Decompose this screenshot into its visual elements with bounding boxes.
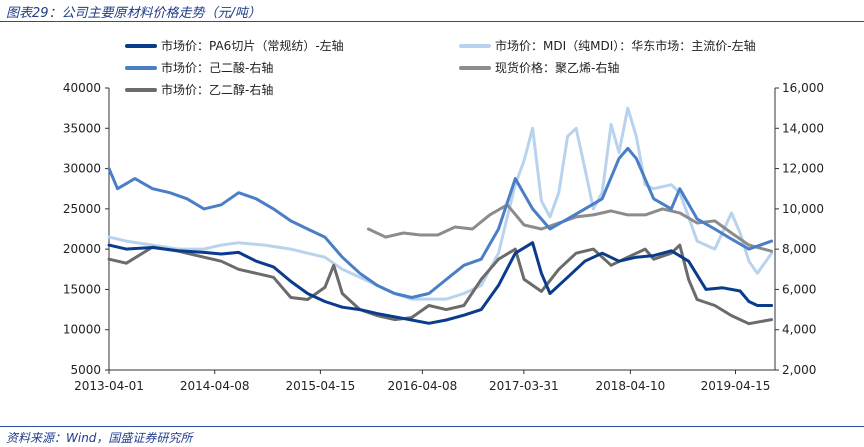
left-tick-label: 15000 bbox=[63, 282, 101, 296]
right-tick-label: 6,000 bbox=[782, 282, 816, 296]
left-tick-label: 40000 bbox=[63, 81, 101, 95]
series-line-2 bbox=[107, 146, 774, 299]
right-tick-label: 16,000 bbox=[782, 81, 824, 95]
x-tick-label: 2017-03-31 bbox=[489, 379, 559, 393]
x-tick-label: 2015-04-15 bbox=[286, 379, 356, 393]
axes: 5000 10000 15000 20000 25000 30000 35000 40000 2… bbox=[63, 81, 824, 393]
right-tick-label: 4,000 bbox=[782, 323, 816, 337]
left-tick-label: 25000 bbox=[63, 202, 101, 216]
figure-title: 图表29：公司主要原材料价格走势（元/吨） bbox=[6, 6, 261, 21]
left-tick-label: 30000 bbox=[63, 162, 101, 176]
left-tick-label: 5000 bbox=[70, 363, 101, 377]
left-tick-label: 20000 bbox=[63, 242, 101, 256]
x-tick-label: 2014-04-08 bbox=[180, 379, 250, 393]
legend-label-1: 市场价：MDI（纯MDI）：华东市场：主流价-左轴 bbox=[495, 38, 756, 53]
right-tick-label: 8,000 bbox=[782, 242, 816, 256]
series-line-0 bbox=[107, 241, 774, 325]
legend: 市场价：PA6切片（常规纺）-左轴 市场价：MDI（纯MDI）：华东市场：主流价-… bbox=[125, 38, 756, 97]
x-tick-label: 2016-04-08 bbox=[388, 379, 458, 393]
series-line-1 bbox=[107, 106, 774, 301]
source-note: 资料来源：Wind，国盛证券研究所 bbox=[6, 431, 193, 445]
source-divider bbox=[0, 426, 864, 427]
right-tick-label: 10,000 bbox=[782, 202, 824, 216]
legend-label-3: 现货价格：聚乙烯-右轴 bbox=[495, 60, 619, 75]
title-divider bbox=[0, 21, 864, 22]
legend-label-2: 市场价：己二酸-右轴 bbox=[161, 60, 273, 75]
x-tick-label: 2019-04-15 bbox=[701, 379, 771, 393]
legend-label-0: 市场价：PA6切片（常规纺）-左轴 bbox=[161, 38, 344, 53]
x-tick-label: 2013-04-01 bbox=[74, 379, 144, 393]
price-trend-chart: 市场价：PA6切片（常规纺）-左轴 市场价：MDI（纯MDI）：华东市场：主流价-… bbox=[63, 38, 824, 393]
series-line-4 bbox=[107, 243, 774, 326]
series-group bbox=[107, 106, 774, 326]
right-tick-label: 2,000 bbox=[782, 363, 816, 377]
x-tick-label: 2018-04-10 bbox=[596, 379, 666, 393]
left-tick-label: 35000 bbox=[63, 121, 101, 135]
right-tick-label: 14,000 bbox=[782, 121, 824, 135]
left-tick-label: 10000 bbox=[63, 323, 101, 337]
right-tick-label: 12,000 bbox=[782, 162, 824, 176]
legend-label-4: 市场价：乙二醇-右轴 bbox=[161, 82, 273, 97]
